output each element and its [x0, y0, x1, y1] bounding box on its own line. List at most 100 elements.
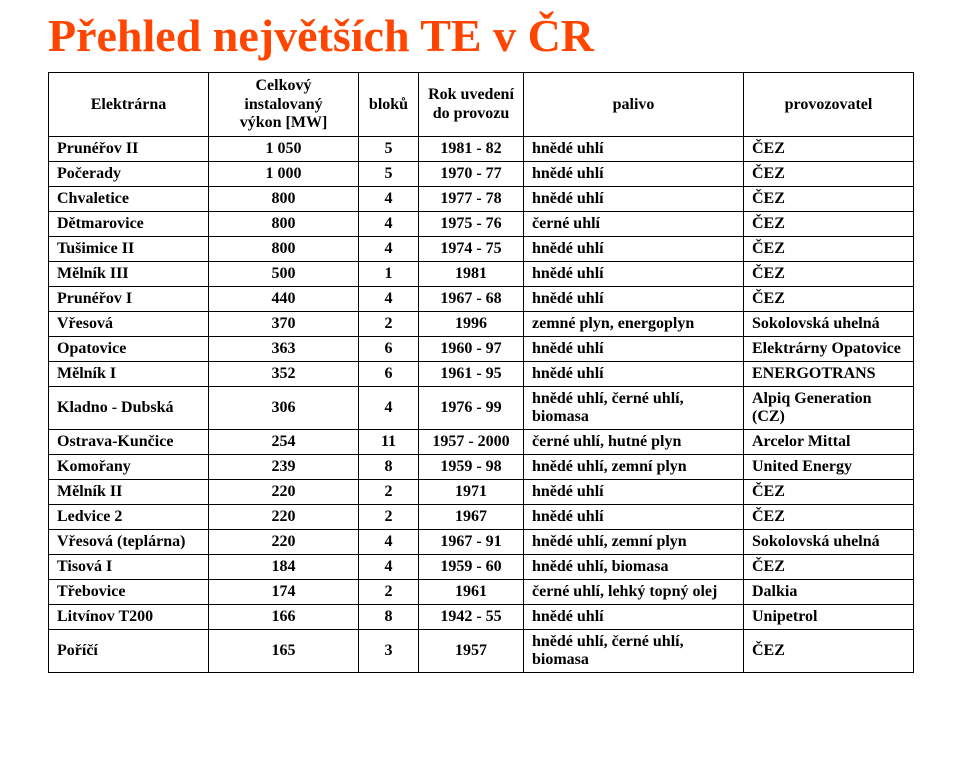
cell-name: Opatovice: [49, 337, 209, 362]
cell-year: 1961 - 95: [419, 362, 524, 387]
cell-blocks: 5: [359, 162, 419, 187]
cell-fuel: hnědé uhlí: [524, 237, 744, 262]
cell-fuel: hnědé uhlí: [524, 605, 744, 630]
cell-name: Tisová I: [49, 555, 209, 580]
cell-blocks: 4: [359, 387, 419, 430]
page: Přehled největších TE v ČR Elektrárna Ce…: [0, 0, 960, 760]
table-body: Prunéřov II1 05051981 - 82hnědé uhlíČEZP…: [49, 137, 914, 673]
cell-year: 1974 - 75: [419, 237, 524, 262]
cell-power: 1 050: [209, 137, 359, 162]
cell-blocks: 6: [359, 362, 419, 387]
col-header-name: Elektrárna: [49, 73, 209, 137]
cell-name: Třebovice: [49, 580, 209, 605]
cell-year: 1981 - 82: [419, 137, 524, 162]
cell-operator: ČEZ: [744, 137, 914, 162]
cell-power: 500: [209, 262, 359, 287]
cell-name: Komořany: [49, 455, 209, 480]
cell-fuel: černé uhlí, lehký topný olej: [524, 580, 744, 605]
table-row: Mělník I35261961 - 95hnědé uhlíENERGOTRA…: [49, 362, 914, 387]
cell-blocks: 4: [359, 212, 419, 237]
cell-fuel: hnědé uhlí: [524, 187, 744, 212]
cell-name: Ostrava-Kunčice: [49, 430, 209, 455]
cell-name: Ledvice 2: [49, 505, 209, 530]
cell-power: 440: [209, 287, 359, 312]
cell-operator: Sokolovská uhelná: [744, 530, 914, 555]
cell-operator: United Energy: [744, 455, 914, 480]
cell-name: Mělník II: [49, 480, 209, 505]
cell-name: Prunéřov II: [49, 137, 209, 162]
table-row: Vřesová37021996zemné plyn, energoplynSok…: [49, 312, 914, 337]
cell-fuel: hnědé uhlí: [524, 162, 744, 187]
cell-operator: ČEZ: [744, 212, 914, 237]
table-row: Opatovice36361960 - 97hnědé uhlíElektrár…: [49, 337, 914, 362]
cell-fuel: hnědé uhlí: [524, 362, 744, 387]
cell-year: 1996: [419, 312, 524, 337]
cell-power: 800: [209, 237, 359, 262]
cell-operator: Alpiq Generation (CZ): [744, 387, 914, 430]
cell-fuel: černé uhlí, hutné plyn: [524, 430, 744, 455]
cell-year: 1976 - 99: [419, 387, 524, 430]
table-row: Tisová I18441959 - 60hnědé uhlí, biomasa…: [49, 555, 914, 580]
cell-fuel: černé uhlí: [524, 212, 744, 237]
cell-year: 1971: [419, 480, 524, 505]
cell-blocks: 4: [359, 287, 419, 312]
col-header-operator: provozovatel: [744, 73, 914, 137]
cell-fuel: hnědé uhlí, zemní plyn: [524, 455, 744, 480]
cell-name: Kladno - Dubská: [49, 387, 209, 430]
cell-blocks: 8: [359, 455, 419, 480]
col-header-fuel: palivo: [524, 73, 744, 137]
cell-power: 166: [209, 605, 359, 630]
cell-power: 184: [209, 555, 359, 580]
cell-operator: Unipetrol: [744, 605, 914, 630]
cell-year: 1977 - 78: [419, 187, 524, 212]
cell-operator: ČEZ: [744, 480, 914, 505]
cell-name: Litvínov T200: [49, 605, 209, 630]
cell-blocks: 4: [359, 187, 419, 212]
cell-blocks: 4: [359, 530, 419, 555]
table-row: Mělník II22021971hnědé uhlíČEZ: [49, 480, 914, 505]
cell-fuel: zemné plyn, energoplyn: [524, 312, 744, 337]
cell-name: Tušimice II: [49, 237, 209, 262]
cell-blocks: 6: [359, 337, 419, 362]
cell-operator: Dalkia: [744, 580, 914, 605]
cell-fuel: hnědé uhlí, černé uhlí, biomasa: [524, 630, 744, 673]
cell-fuel: hnědé uhlí, biomasa: [524, 555, 744, 580]
table-row: Dětmarovice80041975 - 76černé uhlíČEZ: [49, 212, 914, 237]
power-plants-table: Elektrárna Celkový instalovanývýkon [MW]…: [48, 72, 914, 673]
cell-fuel: hnědé uhlí: [524, 137, 744, 162]
cell-fuel: hnědé uhlí: [524, 505, 744, 530]
cell-fuel: hnědé uhlí, zemní plyn: [524, 530, 744, 555]
cell-operator: ČEZ: [744, 237, 914, 262]
cell-power: 1 000: [209, 162, 359, 187]
table-row: Chvaletice80041977 - 78hnědé uhlíČEZ: [49, 187, 914, 212]
cell-blocks: 1: [359, 262, 419, 287]
cell-year: 1975 - 76: [419, 212, 524, 237]
cell-fuel: hnědé uhlí: [524, 480, 744, 505]
cell-blocks: 3: [359, 630, 419, 673]
cell-operator: Elektrárny Opatovice: [744, 337, 914, 362]
cell-name: Chvaletice: [49, 187, 209, 212]
cell-fuel: hnědé uhlí, černé uhlí, biomasa: [524, 387, 744, 430]
cell-operator: ČEZ: [744, 505, 914, 530]
cell-power: 220: [209, 530, 359, 555]
cell-year: 1970 - 77: [419, 162, 524, 187]
table-row: Tušimice II80041974 - 75hnědé uhlíČEZ: [49, 237, 914, 262]
col-header-year: Rok uvedenído provozu: [419, 73, 524, 137]
cell-power: 352: [209, 362, 359, 387]
cell-blocks: 4: [359, 237, 419, 262]
cell-name: Prunéřov I: [49, 287, 209, 312]
table-row: Prunéřov I44041967 - 68hnědé uhlíČEZ: [49, 287, 914, 312]
cell-blocks: 11: [359, 430, 419, 455]
cell-operator: ENERGOTRANS: [744, 362, 914, 387]
cell-year: 1959 - 98: [419, 455, 524, 480]
cell-power: 363: [209, 337, 359, 362]
cell-operator: Arcelor Mittal: [744, 430, 914, 455]
cell-blocks: 2: [359, 480, 419, 505]
cell-blocks: 2: [359, 505, 419, 530]
cell-blocks: 5: [359, 137, 419, 162]
cell-name: Mělník III: [49, 262, 209, 287]
cell-name: Vřesová: [49, 312, 209, 337]
cell-fuel: hnědé uhlí: [524, 262, 744, 287]
cell-year: 1967: [419, 505, 524, 530]
cell-name: Vřesová (teplárna): [49, 530, 209, 555]
